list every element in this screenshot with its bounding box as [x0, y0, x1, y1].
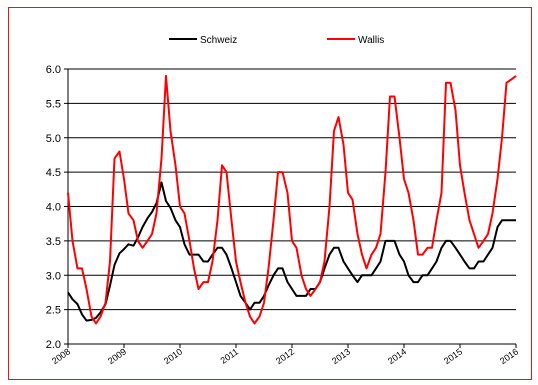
y-tick-label: 4.0 [46, 202, 61, 214]
x-tick-label: 2016 [498, 346, 520, 366]
x-tick-label: 2015 [442, 346, 464, 366]
y-tick-label: 5.0 [46, 133, 61, 145]
x-tick-label: 2010 [162, 346, 184, 366]
y-tick-label: 6.0 [46, 64, 61, 76]
y-tick-label: 3.0 [46, 270, 61, 282]
x-tick-label: 2013 [330, 346, 352, 366]
series-line-wallis [67, 74, 517, 325]
y-tick-label: 2.5 [46, 305, 61, 317]
x-tick-label: 2012 [274, 346, 296, 366]
chart-frame: 2.0 2.5 3.0 3.5 4.0 4.5 5.0 5.5 6.0 2008 2009 2010 2… [8, 7, 532, 380]
y-tick-label: 4.5 [46, 167, 61, 179]
series-line-schweiz [67, 181, 516, 322]
y-tick-label: 2.0 [46, 339, 61, 351]
y-tick-label: 5.5 [46, 98, 61, 110]
x-tick-label: 2009 [106, 346, 128, 366]
y-tick-label: 3.5 [46, 236, 61, 248]
legend-label-schweiz: Schweiz [200, 35, 237, 46]
legend-label-wallis: Wallis [358, 35, 384, 46]
x-tick-label: 2014 [386, 346, 408, 366]
x-tick-label: 2011 [219, 346, 241, 365]
